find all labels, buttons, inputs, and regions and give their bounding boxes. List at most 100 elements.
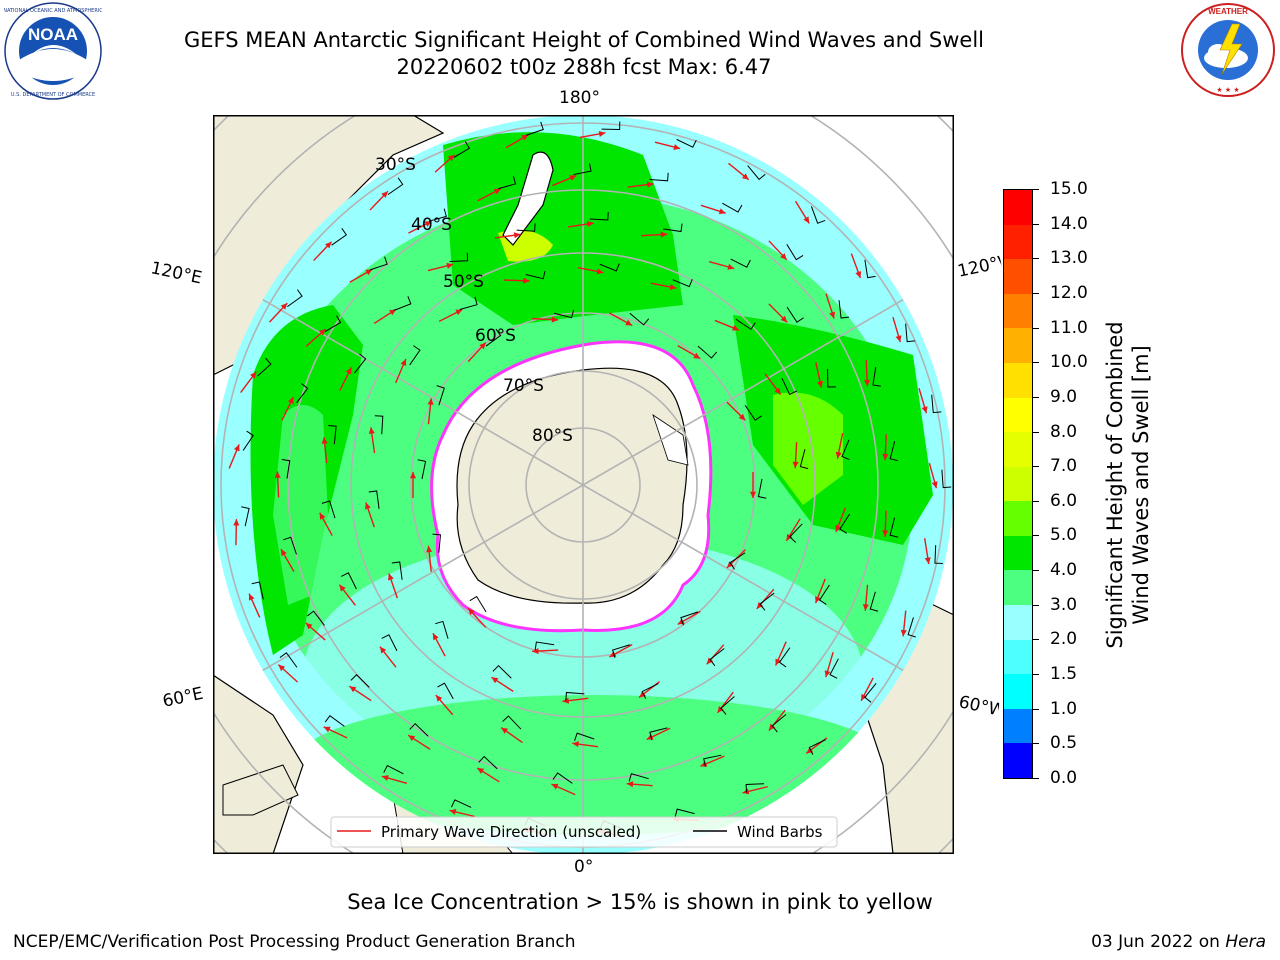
chart-subtitle: 20220602 t00z 288h fcst Max: 6.47 xyxy=(396,55,772,79)
wave-arrow-head xyxy=(432,633,439,641)
colorbar-tick-mark xyxy=(1033,396,1039,398)
wave-arrow-head xyxy=(424,221,432,227)
wind-barb xyxy=(778,647,791,668)
ross-ice-shelf xyxy=(652,414,689,466)
wind-barb xyxy=(934,545,943,564)
wave-arrow-head xyxy=(280,549,287,557)
wind-barb xyxy=(296,383,309,403)
polar-map: 30°S 40°S 50°S 60°S 70°S 80°S Primary Wa… xyxy=(213,115,954,854)
wave-arrow-head xyxy=(732,324,740,331)
wave-arrow-head xyxy=(882,530,889,537)
footer-date: 03 Jun 2022 on Hera xyxy=(1091,932,1266,952)
colorbar-tick-label: 2.0 xyxy=(1050,629,1078,650)
wind-barb xyxy=(611,644,630,658)
wave-arrow-head xyxy=(596,268,604,275)
colorbar-segment xyxy=(1004,742,1032,778)
wave-arrow-head xyxy=(738,413,746,421)
wind-barb xyxy=(350,674,370,688)
wave-arrow-head xyxy=(669,283,677,290)
wind-barb xyxy=(387,177,404,196)
wave-arrow-head xyxy=(477,768,485,774)
wave-arrow-head xyxy=(278,664,286,672)
legend-wave-label: Primary Wave Direction (unscaled) xyxy=(381,823,641,841)
wind-barb xyxy=(428,208,447,222)
ocean-wave-5m-pacific xyxy=(773,392,843,505)
wave-arrow-head xyxy=(319,512,326,520)
wind-barb xyxy=(469,595,487,613)
wind-barb xyxy=(663,223,683,233)
wind-barb xyxy=(525,270,546,280)
wind-barb xyxy=(829,658,839,679)
wave-arrow-head xyxy=(742,788,750,795)
wind-barb xyxy=(341,572,357,590)
wave-arrow-head xyxy=(780,253,787,260)
wave-arrow-head xyxy=(274,471,281,478)
colorbar-tick-label: 14.0 xyxy=(1050,213,1088,234)
wave-arrow-head xyxy=(855,271,862,279)
colorbar-tick-mark xyxy=(1033,743,1039,745)
wind-barb xyxy=(381,634,398,652)
wind-barb xyxy=(709,648,725,667)
wave-arrow-head xyxy=(895,335,902,343)
wave-arrow-head xyxy=(513,232,521,239)
colorbar-tick-label: 0.5 xyxy=(1050,733,1078,754)
wind-barb xyxy=(735,318,756,330)
footer-host: Hera xyxy=(1225,932,1266,952)
wave-arrow-head xyxy=(660,231,668,238)
wave-arrow-head xyxy=(780,315,788,323)
wind-barb xyxy=(759,592,775,611)
wind-barb xyxy=(931,394,942,414)
colorbar-tick-mark xyxy=(1033,327,1039,329)
wind-barb xyxy=(534,641,555,651)
wind-barb xyxy=(747,165,766,181)
colorbar-segment xyxy=(1004,466,1032,502)
colorbar-tick-mark xyxy=(1033,258,1039,260)
wind-barb xyxy=(251,581,264,600)
colorbar-segment xyxy=(1004,397,1032,433)
footer-org: NCEP/EMC/Verification Post Processing Pr… xyxy=(13,932,576,952)
wave-arrow-head xyxy=(792,461,799,469)
legend-barb-label: Wind Barbs xyxy=(737,823,823,841)
colorbar-label: Significant Height of Combined Wind Wave… xyxy=(1102,285,1154,685)
wind-barb xyxy=(628,773,649,782)
wind-barb xyxy=(409,722,429,737)
colorbar-tick-label: 1.5 xyxy=(1050,664,1078,685)
wave-arrow-head xyxy=(323,726,331,733)
wave-arrow-head xyxy=(491,677,499,684)
colorbar-tick-mark xyxy=(1033,674,1039,676)
wave-arrow-head xyxy=(381,191,388,198)
wave-arrow-head xyxy=(569,175,577,181)
colorbar-segment xyxy=(1004,327,1032,363)
colorbar-label-line1: Significant Height of Combined xyxy=(1103,321,1127,649)
colorbar-tick-label: 9.0 xyxy=(1050,386,1078,407)
wind-barb xyxy=(498,176,517,190)
wind-barb xyxy=(279,652,298,668)
wind-barb xyxy=(502,715,522,730)
lat-label-70s: 70°S xyxy=(503,376,544,396)
wind-barb xyxy=(257,357,272,377)
wave-arrow-head xyxy=(882,453,889,461)
wave-arrow-head xyxy=(521,134,529,141)
wave-arrow-head xyxy=(501,727,509,734)
wave-arrow-head xyxy=(365,502,371,510)
nws-logo: WEATHER ★ ★ ★ xyxy=(1180,2,1276,98)
wind-barb xyxy=(589,211,609,221)
wind-barb xyxy=(872,367,881,387)
colorbar-segment xyxy=(1004,639,1032,675)
colorbar-tick-mark xyxy=(1033,708,1039,710)
wave-arrow-head xyxy=(817,380,823,388)
lon-label-180: 180° xyxy=(559,88,600,108)
wind-barb xyxy=(281,458,291,479)
colorbar-tick-mark xyxy=(1033,604,1039,606)
wave-arrow-head xyxy=(741,173,749,180)
wave-arrow-head xyxy=(646,181,654,188)
wave-arrow-head xyxy=(900,629,907,637)
colorbar-tick-mark xyxy=(1033,431,1039,433)
wind-barb xyxy=(393,296,412,311)
wind-barb xyxy=(432,533,442,553)
wind-barb xyxy=(328,424,337,445)
wind-barb xyxy=(601,121,621,131)
wave-arrow-head xyxy=(749,491,757,498)
wind-barb xyxy=(453,141,471,158)
wave-arrow-head xyxy=(455,309,463,316)
